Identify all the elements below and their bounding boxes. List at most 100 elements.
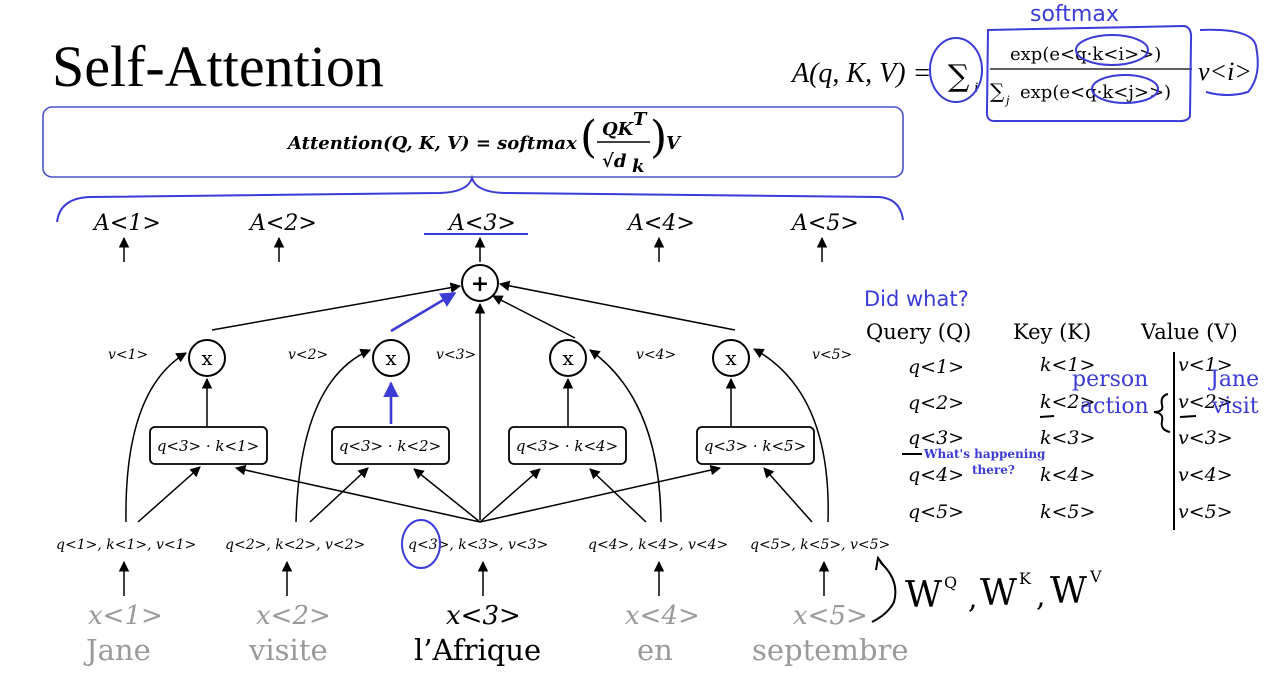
person-annotation: person [1072,367,1148,392]
sum-node-symbol: + [471,271,489,297]
input-x2: x<2> [256,601,331,631]
dot-label-1: q<3> · k<1> [157,437,259,455]
denominator-circle-mark [1091,74,1159,104]
multiply-node-5 [712,339,750,377]
word-lafrique: l’Afrique [414,633,541,667]
output-a3: A<3> [447,211,516,236]
qkv-table-headers: Query (Q) Key (K) Value (V) [866,320,1238,344]
top-formula-denominator-sub: j [1004,92,1010,107]
arrow-q3-box2 [413,468,481,523]
weight-q-sup: Q [944,573,957,592]
weights-arrow-mark [875,555,885,571]
word-septembre: septembre [752,633,909,667]
multiply-node-1 [188,339,226,377]
attention-formula: Attention(Q, K, V) = softmax ( QK T √d k… [286,109,682,177]
formula-numerator-sup: T [633,109,648,130]
arrow-k2-box2 [309,467,369,523]
dot-label-4: q<3> · k<4> [516,437,618,455]
arrow-k4-box4 [589,468,647,523]
input-words: Jane visite l’Afrique en septembre [83,633,909,667]
multiply-symbol-5: x [725,346,737,370]
attention-formula-box [42,106,904,178]
slide-title: Self-Attention [52,34,384,99]
visit-annotation: visit [1211,394,1259,419]
weight-w-q: W [905,575,942,616]
dot-label-2: q<3> · k<2> [339,437,441,455]
curve-v4 [589,349,662,523]
table-k5: k<5> [1040,501,1095,523]
qkv-table-queries: q<1> q<2> q<3> q<4> q<5> [908,356,964,523]
qkv-5: q<5>, k<5>, v<5> [750,537,890,553]
table-v2: v<2> [1178,391,1233,413]
sum-circle-mark [929,37,983,103]
header-key: Key (K) [1013,320,1091,344]
top-formula-numerator: exp(e<q·k<i>>) [1010,44,1161,65]
arrow-k5-box5 [763,467,813,523]
numerator-circle-mark [1075,34,1149,66]
comma-1: , [968,581,978,616]
brace-mark [1153,393,1171,433]
softmax-annotation: softmax [1030,2,1119,27]
header-query: Query (Q) [866,320,971,344]
input-vectors: x<1> x<2> x<3> x<4> x<5> [88,601,868,631]
table-v1: v<1> [1178,354,1233,376]
box-to-multiply-arrows [201,377,737,426]
formula-brace-mark [56,174,904,223]
qkv-4: q<4>, k<4>, v<4> [588,537,728,553]
input-x3: x<3> [446,601,521,631]
header-value: Value (V) [1140,320,1238,344]
formula-numerator: QK [602,119,635,140]
multiply-to-sum-arrows [211,280,736,520]
table-k2: k<2> [1040,391,1095,413]
table-annotations: person action Jane visit What's happenin… [923,367,1259,477]
qkv-3: q<3>, k<3>, v<3> [408,537,548,553]
value-label-3: v<3> [436,347,476,363]
table-k4: k<4> [1040,464,1095,486]
top-formula-denominator: exp(e<q·k<j>>) [1020,82,1171,103]
table-q5: q<5> [908,501,964,523]
formula-left-paren: ( [580,112,597,163]
formula-denominator: √d [602,151,627,172]
value-label-1: v<1> [108,347,148,363]
qkv-1: q<1>, k<1>, v<1> [56,537,196,553]
table-v5: v<5> [1178,501,1233,523]
value-label-4: v<4> [636,347,676,363]
formula-tail: V [666,133,682,154]
dot-box-5 [696,426,815,465]
table-q1: q<1> [908,356,964,378]
q3-circle-mark [401,519,441,569]
sum-node [461,264,499,302]
multiply-node-2 [372,339,410,377]
value-label-2: v<2> [288,347,328,363]
v2-underline [1179,415,1197,418]
top-formula-lhs: A(q, K, V) = [790,58,931,89]
output-a4: A<4> [626,211,695,236]
weight-w-k: W [980,573,1017,614]
qkv-table-values: v<1> v<2> v<3> v<4> v<5> [1178,354,1233,523]
there-annotation: there? [972,463,1015,477]
arrow-q3-box4 [479,468,541,523]
table-q3: q<3> [908,427,964,449]
dot-product-boxes: q<3> · k<1> q<3> · k<2> q<3> · k<4> q<3>… [149,426,815,465]
input-arrows [118,560,830,596]
dot-box-2 [331,426,450,465]
weight-v-sup: V [1089,567,1102,586]
arrow-m2-sum-highlight [390,291,457,333]
formula-denominator-sub: k [632,156,644,177]
output-a2: A<2> [248,211,317,236]
input-x5: x<5> [793,601,868,631]
qkv-2: q<2>, k<2>, v<2> [225,537,365,553]
value-label-5: v<5> [812,347,852,363]
qkv-table-keys: k<1> k<2> k<3> k<4> k<5> [1040,354,1095,523]
table-k1: k<1> [1040,354,1095,376]
input-x4: x<4> [625,601,700,631]
top-formula-denominator-sum: ∑ [990,79,1005,103]
dot-label-5: q<3> · k<5> [704,437,806,455]
weight-w-v: W [1050,571,1087,612]
output-a5: A<5> [790,211,859,236]
top-formula-sum: ∑ [948,59,970,94]
curve-v5 [753,348,829,523]
formula-lhs: Attention(Q, K, V) = softmax [286,133,577,154]
v-bracket-mark [1199,28,1259,96]
